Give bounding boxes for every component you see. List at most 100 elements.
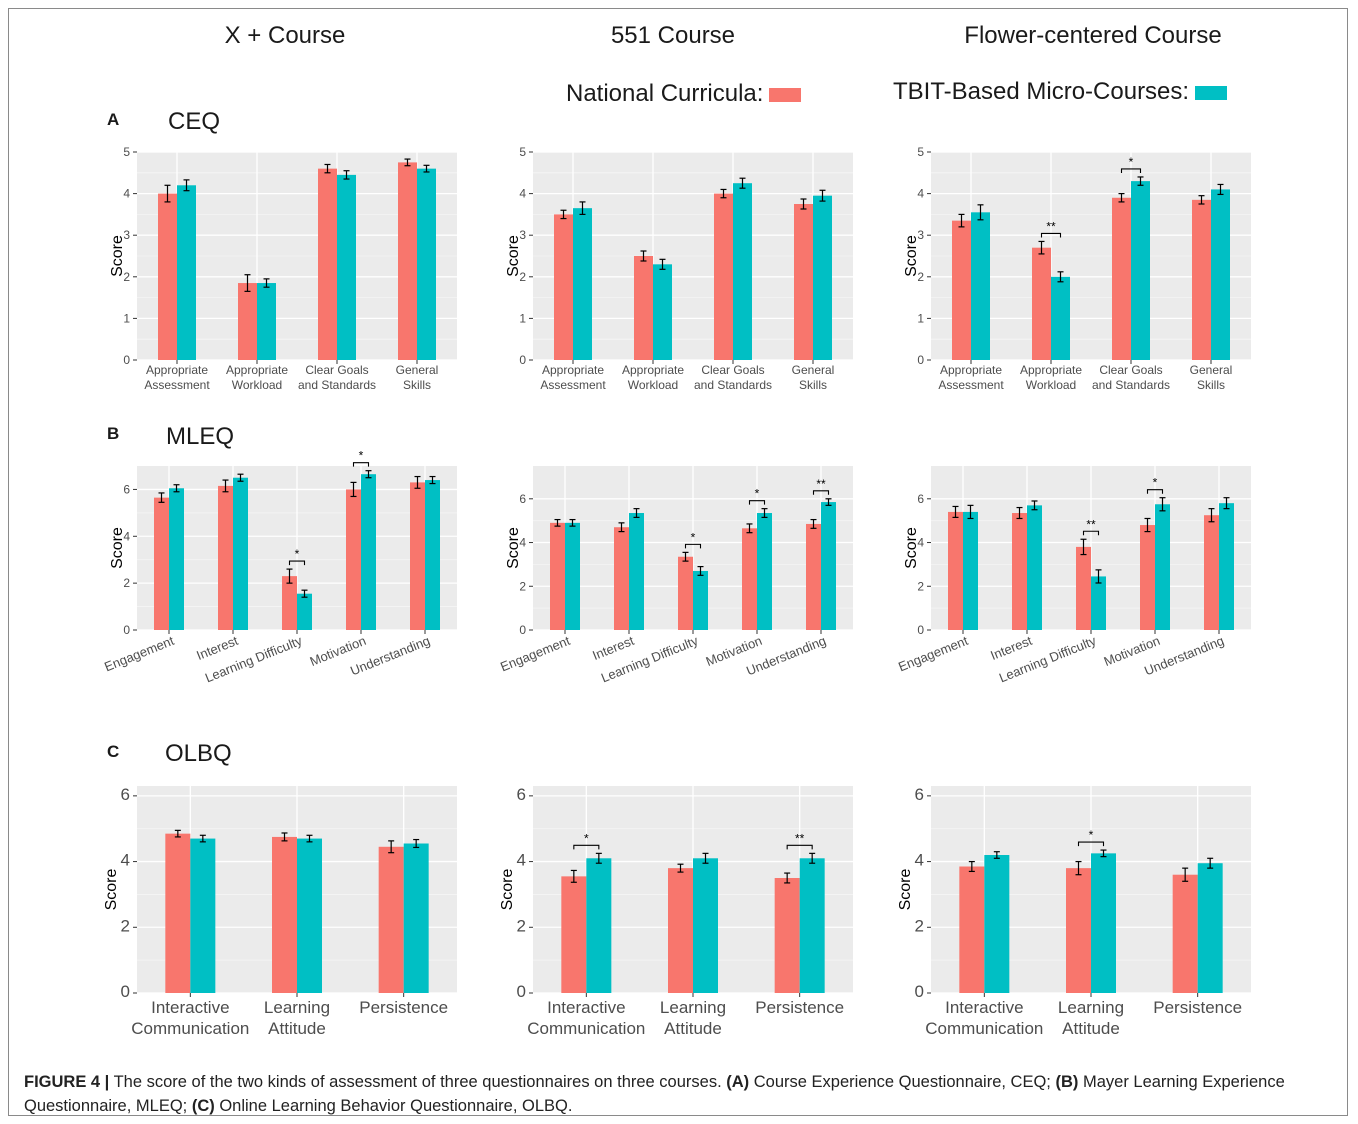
bar-national — [1172, 874, 1198, 993]
legend-national: National Curricula: — [566, 80, 802, 108]
chart-panel-0-1: 012345ScoreAppropriateAssessmentAppropri… — [505, 145, 853, 392]
bar-tbit — [177, 185, 196, 360]
x-tick-label: Persistence — [1153, 998, 1242, 1017]
significance-bracket — [786, 844, 813, 850]
bar-tbit — [757, 513, 772, 630]
bar-tbit — [190, 838, 216, 993]
y-tick-label: 4 — [519, 536, 526, 550]
bar-national — [668, 868, 693, 993]
bar-national — [218, 485, 233, 630]
y-tick-label: 3 — [917, 228, 924, 242]
x-tick-label: Assessment — [144, 378, 210, 392]
x-tick-label: Clear Goals — [1099, 363, 1162, 377]
figure-frame — [8, 8, 1348, 1116]
row-letter-b: B — [107, 424, 120, 443]
x-tick-label: Assessment — [540, 378, 606, 392]
bar-national — [952, 220, 971, 360]
y-axis-label: Score — [897, 869, 914, 911]
x-tick-label: Engagement — [102, 633, 176, 675]
y-tick-label: 0 — [123, 353, 130, 367]
bar-national — [1204, 515, 1219, 630]
course-title-x: X + Course — [224, 22, 346, 49]
y-tick-label: 4 — [123, 529, 130, 543]
row-title-olbq: OLBQ — [165, 740, 232, 767]
x-tick-label: Appropriate — [542, 363, 604, 377]
significance-label: * — [1129, 155, 1134, 169]
bar-national — [238, 283, 257, 360]
significance-bracket — [1077, 841, 1105, 847]
significance-bracket — [684, 543, 702, 549]
x-tick-label: Clear Goals — [305, 363, 368, 377]
x-tick-label: Appropriate — [940, 363, 1002, 377]
y-axis-label: Score — [903, 527, 920, 569]
bar-national — [1012, 513, 1027, 630]
significance-label: * — [755, 487, 760, 501]
bar-tbit — [417, 168, 436, 360]
x-tick-label: Workload — [1026, 378, 1076, 392]
bar-tbit — [1211, 189, 1230, 360]
y-axis-label: Score — [499, 869, 516, 911]
y-tick-label: 3 — [519, 228, 526, 242]
chart-panel-2-1: 0 2 4 6 Score Interactive Communication Learnin… — [499, 785, 853, 1038]
y-tick-label: 6 — [915, 785, 924, 804]
bar-tbit — [169, 488, 184, 630]
bar-national — [742, 528, 757, 630]
bar-tbit — [984, 855, 1010, 993]
x-tick-label: Attitude — [1062, 1019, 1120, 1038]
bar-national — [554, 214, 573, 360]
y-tick-label: 4 — [917, 187, 924, 201]
caption-text-4: Online Learning Behavior Questionnaire, … — [214, 1097, 573, 1115]
caption-figure-label: FIGURE 4 | — [24, 1073, 110, 1091]
x-tick-label: Interactive — [151, 998, 229, 1017]
x-tick-label: Skills — [403, 378, 431, 392]
bar-tbit — [963, 511, 978, 630]
bar-tbit — [565, 522, 580, 630]
significance-label: ** — [1086, 517, 1096, 531]
bar-tbit — [361, 474, 376, 630]
x-tick-label: and Standards — [694, 378, 772, 392]
caption-text-2: Course Experience Questionnaire, CEQ; — [749, 1073, 1056, 1091]
bar-tbit — [1131, 181, 1150, 360]
course-title-flower: Flower-centered Course — [964, 22, 1222, 49]
y-tick-label: 1 — [519, 311, 526, 325]
chart-panel-2-0: 0 2 4 6 Score Interactive Communication Learnin… — [103, 785, 457, 1038]
y-tick-label: 4 — [121, 851, 130, 870]
y-tick-label: 1 — [123, 311, 130, 325]
course-title-551: 551 Course — [610, 22, 736, 49]
x-tick-label: Appropriate — [146, 363, 208, 377]
bar-tbit — [693, 570, 708, 630]
x-tick-label: Communication — [527, 1019, 645, 1038]
y-tick-label: 5 — [519, 145, 526, 159]
x-tick-label: and Standards — [1092, 378, 1170, 392]
bar-tbit — [297, 838, 322, 993]
x-tick-label: and Standards — [298, 378, 376, 392]
y-tick-label: 4 — [917, 536, 924, 550]
chart-panel-0-2: 012345ScoreAppropriateAssessmentAppropri… — [903, 145, 1251, 392]
caption-text-1: The score of the two kinds of assessment… — [109, 1073, 727, 1091]
y-axis-label: Score — [505, 235, 522, 277]
bar-national — [948, 511, 963, 630]
legend-national-label: National Curricula: — [566, 80, 764, 107]
y-tick-label: 2 — [121, 916, 130, 935]
x-tick-label: General — [1190, 363, 1233, 377]
bar-tbit — [257, 283, 276, 360]
significance-label: ** — [1046, 219, 1056, 233]
bar-tbit — [403, 843, 429, 993]
caption-c: (C) — [191, 1097, 215, 1115]
significance-bracket — [573, 844, 600, 850]
caption-text-3: Mayer Learning Experience Questionnaire,… — [24, 1073, 1285, 1115]
caption-b: (B) — [1055, 1073, 1079, 1091]
bar-tbit — [821, 502, 836, 630]
bar-national — [550, 522, 565, 630]
bar-tbit — [297, 593, 312, 630]
x-tick-label: Skills — [799, 378, 827, 392]
x-tick-label: Workload — [628, 378, 678, 392]
y-axis-label: Score — [109, 527, 126, 569]
y-tick-label: 0 — [519, 353, 526, 367]
y-tick-label: 3 — [123, 228, 130, 242]
bar-national — [346, 489, 361, 630]
bar-tbit — [799, 858, 825, 993]
x-tick-label: Attitude — [268, 1019, 326, 1038]
